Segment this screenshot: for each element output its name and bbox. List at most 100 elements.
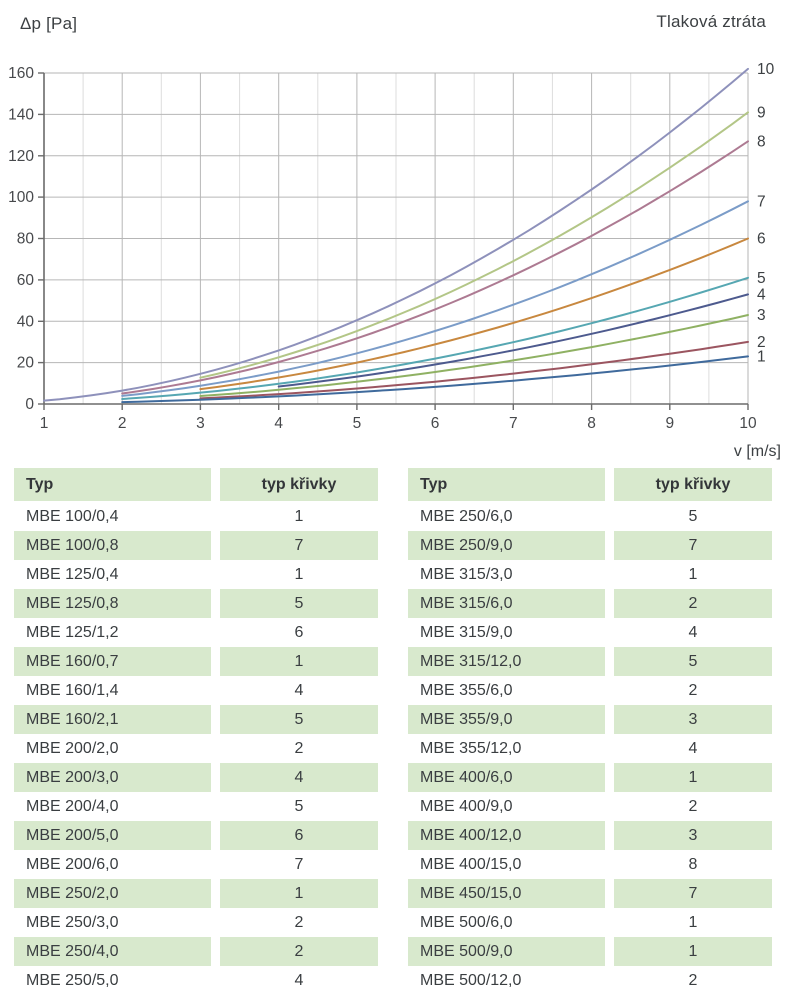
type-cell: MBE 250/9,0	[408, 531, 605, 560]
y-tick-label: 120	[8, 148, 34, 165]
table-row: MBE 100/0,8 7	[14, 531, 378, 560]
type-cell: MBE 125/0,4	[26, 565, 119, 583]
table-row: MBE 200/4,0 5	[14, 792, 378, 821]
type-table-right: Typ typ křivky MBE 250/6,0 5 MBE 250/9,0 7 MBE…	[408, 468, 772, 995]
curve-type-column-header: typ křivky	[220, 468, 378, 501]
curve-type-cell: 7	[220, 531, 378, 560]
curve-type-cell: 6	[220, 821, 378, 850]
type-cell: MBE 125/1,2	[26, 623, 119, 641]
y-axis-unit-label: Δp [Pa]	[20, 14, 78, 33]
type-cell: MBE 500/12,0	[420, 971, 522, 989]
type-cell: MBE 250/3,0	[26, 913, 119, 931]
curve-type-cell: 4	[220, 763, 378, 792]
type-cell: MBE 355/9,0	[408, 705, 605, 734]
curve-8	[121, 140, 749, 395]
x-tick-label: 1	[40, 415, 49, 432]
table-row: MBE 250/2,0 1	[14, 879, 378, 908]
type-cell: MBE 500/9,0	[408, 937, 605, 966]
curve-type-cell: 2	[294, 739, 304, 757]
curve-type-cell: 1	[294, 565, 304, 583]
curve-type-cell: 1	[294, 507, 304, 525]
type-column-header: Typ	[408, 468, 605, 501]
curve-type-cell: 2	[688, 681, 698, 699]
curve-6	[199, 237, 749, 391]
curve-type-cell: 4	[688, 623, 698, 641]
table-row: MBE 160/1,4 4	[14, 676, 378, 705]
curve-label-10: 10	[757, 61, 775, 78]
curve-4	[277, 293, 749, 388]
type-cell: MBE 200/3,0	[14, 763, 211, 792]
x-tick-label: 4	[274, 415, 283, 432]
curve-type-cell: 1	[688, 565, 698, 583]
curve-2	[199, 340, 749, 400]
curve-5	[121, 276, 749, 400]
table-row: MBE 315/12,0 5	[408, 647, 772, 676]
type-cell: MBE 355/12,0	[420, 739, 522, 757]
type-cell: MBE 450/15,0	[408, 879, 605, 908]
table-row: MBE 200/3,0 4	[14, 763, 378, 792]
table-row: MBE 200/2,0 2	[14, 734, 378, 763]
table-row: MBE 125/0,4 1	[14, 560, 378, 589]
x-tick-label: 7	[509, 415, 518, 432]
table-row: MBE 315/6,0 2	[408, 589, 772, 618]
curve-type-cell: 2	[688, 797, 698, 815]
table-row: MBE 250/5,0 4	[14, 966, 378, 995]
table-row: MBE 400/6,0 1	[408, 763, 772, 792]
curve-label-7: 7	[757, 193, 766, 210]
curve-7	[121, 200, 749, 397]
type-cell: MBE 400/6,0	[408, 763, 605, 792]
curve-type-cell: 3	[614, 705, 772, 734]
curve-type-cell: 1	[614, 763, 772, 792]
x-tick-label: 10	[739, 415, 757, 432]
y-tick-label: 160	[8, 65, 34, 82]
table-row: MBE 250/6,0 5	[408, 502, 772, 531]
type-cell: MBE 160/2,1	[14, 705, 211, 734]
type-cell: MBE 200/5,0	[14, 821, 211, 850]
curve-type-cell: 2	[688, 971, 698, 989]
type-cell: MBE 125/0,8	[14, 589, 211, 618]
x-tick-label: 3	[196, 415, 205, 432]
x-tick-label: 6	[431, 415, 440, 432]
curve-type-cell: 7	[614, 879, 772, 908]
x-tick-label: 9	[665, 415, 674, 432]
pressure-loss-chart: Δp [Pa] Tlaková ztráta 1 2 3 4 5 6 7 8 9 10 0 20 40 6…	[0, 0, 788, 462]
curve-9	[199, 111, 749, 379]
curve-type-cell: 3	[614, 821, 772, 850]
table-row: MBE 160/0,7 1	[14, 647, 378, 676]
curve-3	[199, 314, 749, 397]
table-row: MBE 100/0,4 1	[14, 502, 378, 531]
curve-type-cell: 6	[294, 623, 304, 641]
x-axis-unit-label: v [m/s]	[734, 443, 781, 460]
table-row: MBE 355/12,0 4	[408, 734, 772, 763]
type-cell: MBE 315/9,0	[420, 623, 513, 641]
table-row: MBE 400/15,0 8	[408, 850, 772, 879]
x-tick-label: 5	[353, 415, 362, 432]
curve-type-cell: 5	[614, 647, 772, 676]
curve-type-cell: 5	[220, 705, 378, 734]
curve-type-cell: 2	[294, 913, 304, 931]
curve-label-6: 6	[757, 231, 766, 248]
curve-label-3: 3	[757, 307, 766, 324]
type-cell: MBE 315/12,0	[408, 647, 605, 676]
y-tick-label: 60	[17, 272, 35, 289]
curve-label-8: 8	[757, 133, 766, 150]
type-cell: MBE 160/1,4	[26, 681, 119, 699]
table-row: MBE 200/6,0 7	[14, 850, 378, 879]
table-header-row: Typ typ křivky	[408, 468, 772, 501]
curve-1	[121, 355, 749, 404]
table-header-row: Typ typ křivky	[14, 468, 378, 501]
type-cell: MBE 400/12,0	[408, 821, 605, 850]
y-tick-label: 80	[17, 231, 35, 248]
type-column-header: Typ	[14, 468, 211, 501]
curve-label-1: 1	[757, 348, 766, 365]
type-cell: MBE 400/9,0	[420, 797, 513, 815]
curve-type-cell: 5	[688, 507, 698, 525]
curve-type-cell: 1	[220, 647, 378, 676]
type-cell: MBE 100/0,4	[26, 507, 119, 525]
type-cell: MBE 315/6,0	[408, 589, 605, 618]
curve-label-4: 4	[757, 286, 766, 303]
table-row: MBE 500/9,0 1	[408, 937, 772, 966]
curve-type-cell: 7	[614, 531, 772, 560]
x-tick-label: 2	[118, 415, 127, 432]
